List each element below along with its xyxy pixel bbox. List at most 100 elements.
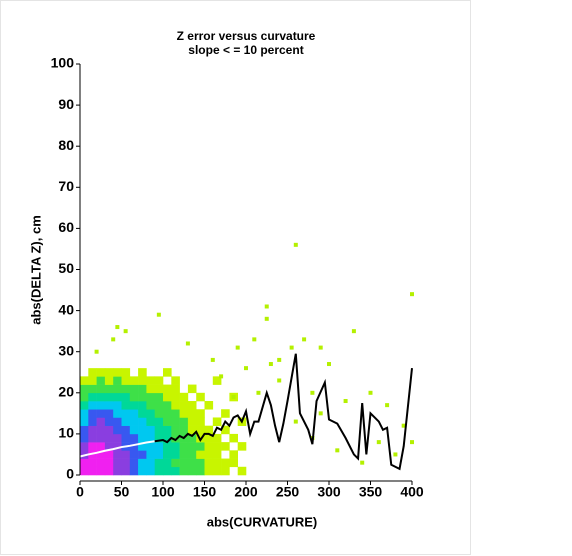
outlier-point (351, 329, 356, 334)
density-cell (88, 376, 97, 385)
density-cell (146, 384, 155, 394)
density-cell (229, 450, 238, 459)
density-cell (88, 433, 97, 443)
outlier-point (343, 399, 348, 404)
density-cell (163, 458, 172, 468)
density-cell (129, 392, 139, 402)
density-cell (96, 401, 106, 410)
density-cell (229, 458, 238, 468)
density-cell (104, 409, 114, 418)
density-cell (129, 417, 139, 426)
density-cell (121, 409, 131, 418)
density-cell (171, 417, 180, 426)
density-cell (104, 442, 114, 451)
outlier-point (393, 452, 398, 457)
outlier-point (335, 448, 340, 453)
density-cell (138, 392, 147, 402)
density-cell (204, 458, 214, 468)
density-cell (204, 425, 214, 435)
density-cell (113, 409, 122, 418)
density-cell (196, 450, 205, 459)
density-cell (88, 409, 97, 418)
density-cell (179, 450, 189, 459)
density-cell (80, 376, 89, 385)
density-cell (88, 384, 97, 394)
density-cell (121, 450, 131, 459)
outlier-point (293, 419, 298, 424)
density-cell (129, 425, 139, 435)
density-cell (154, 466, 164, 476)
density-cell (96, 392, 106, 402)
outlier-point (268, 362, 273, 367)
density-cell (96, 417, 106, 426)
density-cell (129, 442, 139, 451)
density-cell (80, 425, 89, 435)
density-cell (163, 442, 172, 451)
density-cell (171, 450, 180, 459)
density-cell (80, 392, 89, 402)
density-cell (88, 417, 97, 426)
density-cell (204, 442, 214, 451)
density-cell (88, 425, 97, 435)
density-cell (187, 466, 197, 476)
density-cell (212, 450, 222, 459)
outlier-point (123, 329, 128, 334)
density-cell (96, 442, 106, 451)
density-cell (146, 433, 155, 443)
x-tick-label: 100 (151, 484, 175, 500)
density-cell (146, 442, 155, 451)
density-cell (212, 417, 222, 426)
density-cell (196, 458, 205, 468)
density-cell (96, 433, 106, 443)
density-cell (129, 376, 139, 385)
outlier-point (256, 390, 261, 395)
density-cell (163, 384, 172, 394)
density-cell (80, 442, 89, 451)
y-axis-label: abs(DELTA Z), cm (28, 215, 43, 325)
density-cell (121, 368, 131, 377)
density-cell (113, 458, 122, 468)
density-cell (204, 450, 214, 459)
density-cell (96, 425, 106, 435)
density-cell (121, 384, 131, 394)
density-cell (80, 417, 89, 426)
density-cell (96, 376, 106, 385)
density-cell (163, 392, 172, 402)
density-cell (163, 433, 172, 443)
density-cell (104, 417, 114, 426)
outlier-point (302, 337, 307, 342)
density-cell (187, 442, 197, 451)
density-cell (104, 368, 114, 377)
y-tick-label: 20 (58, 384, 74, 400)
density-cell (121, 425, 131, 435)
density-cell (80, 433, 89, 443)
density-cell (179, 466, 189, 476)
outlier-point (385, 403, 390, 408)
density-cell (187, 417, 197, 426)
outlier-point (327, 362, 331, 367)
outlier-point (277, 357, 282, 362)
density-cell (212, 442, 222, 451)
y-tick-label: 100 (51, 55, 75, 71)
x-tick-label: 150 (193, 484, 217, 500)
density-cell (96, 466, 106, 476)
density-cell (154, 376, 164, 385)
outlier-point (318, 411, 323, 416)
density-cell (80, 458, 89, 468)
density-cell (113, 368, 122, 377)
density-cell (154, 384, 164, 394)
density-cell (221, 425, 230, 435)
density-cell (171, 458, 180, 468)
density-cell (171, 401, 180, 410)
outlier-point (185, 341, 190, 346)
density-cell (121, 392, 131, 402)
density-cell (138, 466, 147, 476)
density-cell (146, 450, 155, 459)
density-cell (138, 450, 147, 459)
density-cell (96, 384, 106, 394)
density-cell (121, 433, 131, 443)
density-cell (163, 450, 172, 459)
density-cell (138, 425, 147, 435)
density-cell (154, 401, 164, 410)
